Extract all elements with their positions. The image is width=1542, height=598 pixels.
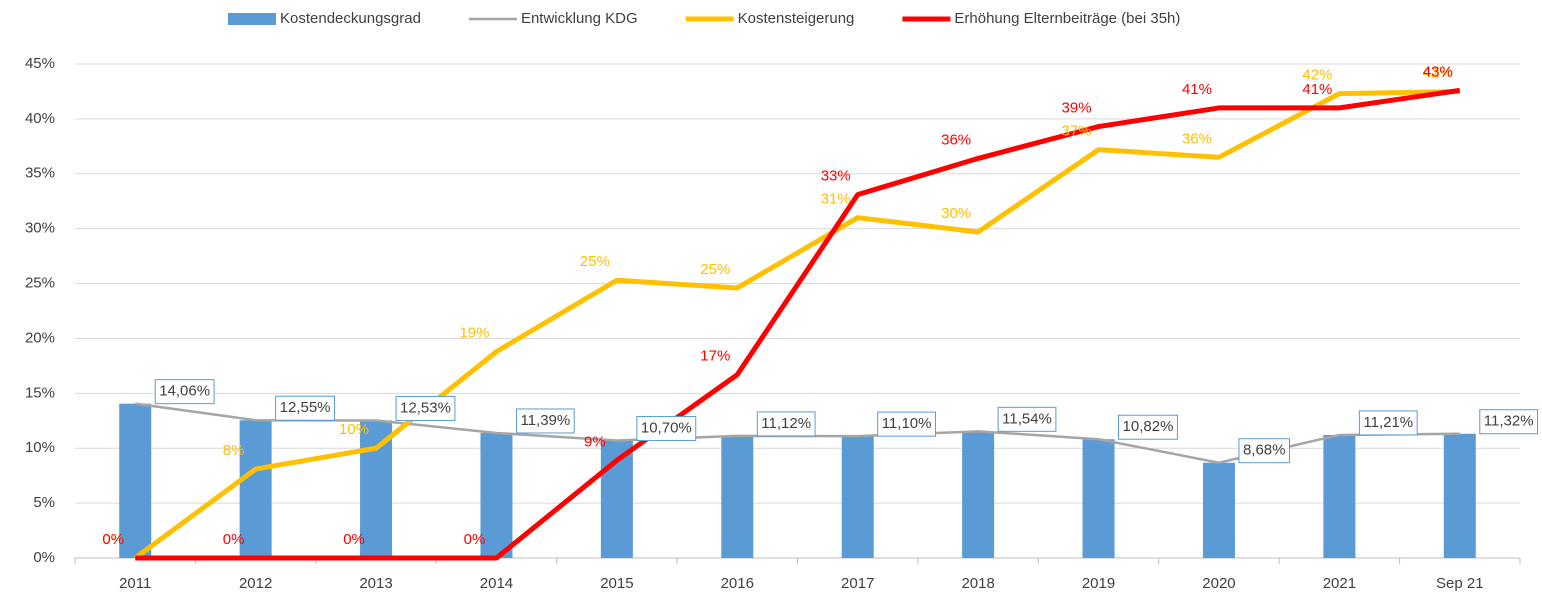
data-label: 42% [1302,67,1332,84]
bar [239,420,272,558]
x-tick-label: 2019 [1082,575,1115,592]
data-label: 33% [821,168,851,185]
legend-label: Entwicklung KDG [521,10,638,27]
y-tick-label: 30% [25,220,55,237]
data-label: 19% [459,325,489,342]
y-tick-label: 45% [25,55,55,72]
data-label: 12,55% [280,399,331,416]
bar [1082,439,1115,558]
data-label: 25% [580,253,610,270]
data-label: 0% [464,531,486,548]
y-tick-label: 10% [25,439,55,456]
bar [119,403,152,558]
x-tick-label: 2014 [480,575,513,592]
line [135,87,1461,561]
data-label: 42% [1423,64,1453,81]
data-label: 9% [584,433,606,450]
data-label: 0% [102,531,124,548]
data-label: 41% [1302,81,1332,98]
data-label: 8% [223,442,245,459]
legend-swatch [228,13,276,25]
x-tick-label: 2021 [1323,575,1356,592]
label-box [275,395,335,421]
data-label: 31% [821,191,851,208]
data-label: 11,39% [520,412,570,429]
x-tick-label: 2016 [721,575,754,592]
label-box [756,411,816,437]
bar [962,431,995,558]
data-label: 11,32% [1484,413,1534,430]
data-label: 36% [941,131,971,148]
bar [480,432,513,558]
line [133,88,1460,561]
data-label: 0% [343,531,365,548]
bar [1443,433,1476,558]
data-label: 10,82% [1123,418,1174,435]
data-label: 36% [1182,130,1212,147]
x-tick-label: 2018 [961,575,994,592]
label-box [877,411,936,437]
data-label: 10% [339,421,369,438]
data-label: 0% [102,531,124,548]
data-label: 8,68% [1243,442,1286,459]
label-box [636,416,697,442]
data-label: 11,21% [1363,414,1413,431]
x-tick-label: 2013 [359,575,392,592]
bar [841,436,874,558]
label-box [1238,438,1291,464]
data-label: 30% [941,205,971,222]
y-tick-label: 25% [25,275,55,292]
bar [360,420,393,558]
data-label: 25% [700,261,730,278]
data-label: 14,06% [159,383,210,400]
x-tick-label: 2012 [239,575,272,592]
label-box [1479,409,1539,435]
bar [1323,434,1356,558]
y-tick-label: 0% [33,549,55,566]
y-tick-label: 35% [25,165,55,182]
x-tick-label: 2020 [1202,575,1235,592]
label-box [395,395,456,421]
x-tick-label: 2015 [600,575,633,592]
legend-label: Kostendeckungsgrad [280,10,421,27]
data-label: 12,53% [400,399,451,416]
legend-label: Erhöhung Elternbeiträge (bei 35h) [954,10,1180,27]
data-label: 39% [1062,100,1092,117]
x-tick-label: Sep 21 [1436,575,1484,592]
data-label: 11,10% [882,415,932,432]
label-box [1118,414,1178,440]
legend-label: Kostensteigerung [738,10,855,27]
y-tick-label: 40% [25,110,55,127]
x-tick-label: 2011 [119,575,151,592]
label-box [515,408,575,434]
x-tick-label: 2017 [841,575,874,592]
data-label: 41% [1182,81,1212,98]
y-tick-label: 5% [33,494,55,511]
label-box [154,379,215,405]
data-label: 11,54% [1002,410,1052,427]
y-tick-label: 20% [25,329,55,346]
data-label: 10,70% [641,420,692,437]
data-label: 11,12% [761,415,811,432]
bar [1202,462,1235,558]
bar [721,435,754,558]
label-box [997,406,1057,432]
data-label: 43% [1423,63,1453,80]
y-tick-label: 15% [25,384,55,401]
label-box [1358,410,1418,436]
data-label: 0% [223,531,245,548]
data-label: 17% [700,348,730,365]
data-label: 37% [1062,123,1092,140]
